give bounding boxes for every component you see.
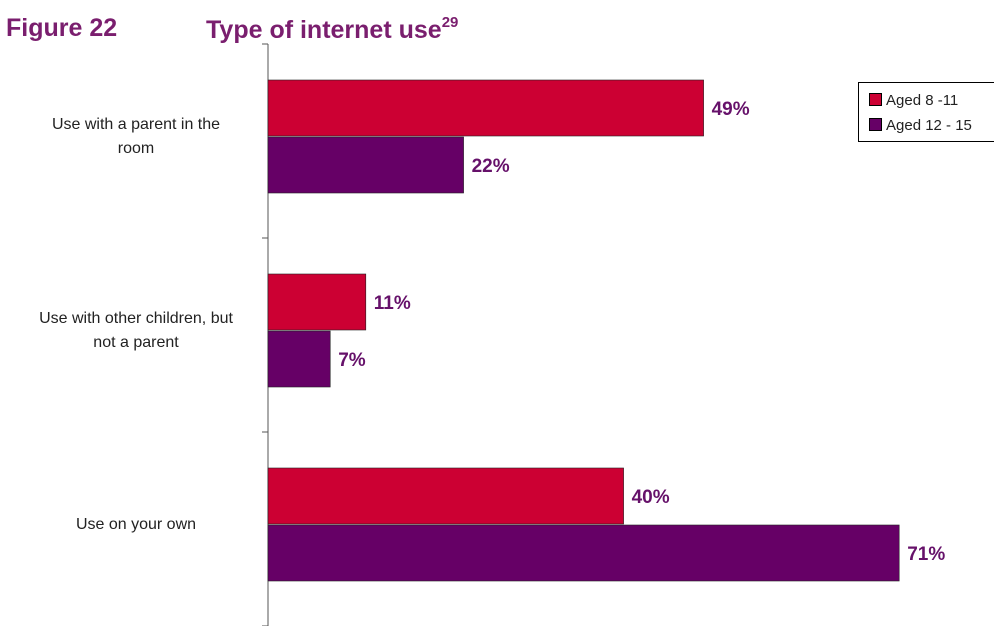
category-label-line: not a parent [93,333,179,351]
data-label: 22% [472,156,510,177]
legend-swatch-aged-12-15 [869,118,882,131]
bar-aged-8-11 [267,273,367,331]
category-label: Use with other children, but not a parent [16,307,256,355]
bar-aged-12-15 [267,330,331,388]
bar-aged-12-15 [267,524,900,582]
legend-item-aged-8-11: Aged 8 -11 [869,92,958,109]
footnote-ref: 29 [441,14,459,31]
figure-number: Figure 22 [6,14,118,42]
category-label: Use on your own [16,513,256,537]
chart-title-text: Type of internet use [206,16,442,44]
legend-swatch-aged-8-11 [869,93,882,106]
bar-aged-8-11 [267,79,704,137]
category-label-line: room [117,139,155,157]
legend-label-aged-12-15: Aged 12 - 15 [886,117,972,134]
category-label-line: Use with other children, but [39,309,233,327]
legend-item-aged-12-15: Aged 12 - 15 [869,117,972,134]
legend: Aged 8 -11 Aged 12 - 15 [858,82,994,142]
bar-aged-12-15 [267,136,464,194]
chart-title: Type of internet use29 [206,14,458,45]
bar-aged-8-11 [267,467,624,525]
data-label: 49% [712,99,750,120]
legend-label-aged-8-11: Aged 8 -11 [886,92,959,109]
category-label-line: Use with a parent in the [51,115,221,133]
category-label: Use with a parent in the room [16,113,256,161]
category-label-line: Use on your own [75,515,197,533]
data-label: 7% [338,350,366,371]
data-label: 71% [907,544,945,565]
data-label: 11% [374,293,411,314]
data-label: 40% [632,487,670,508]
